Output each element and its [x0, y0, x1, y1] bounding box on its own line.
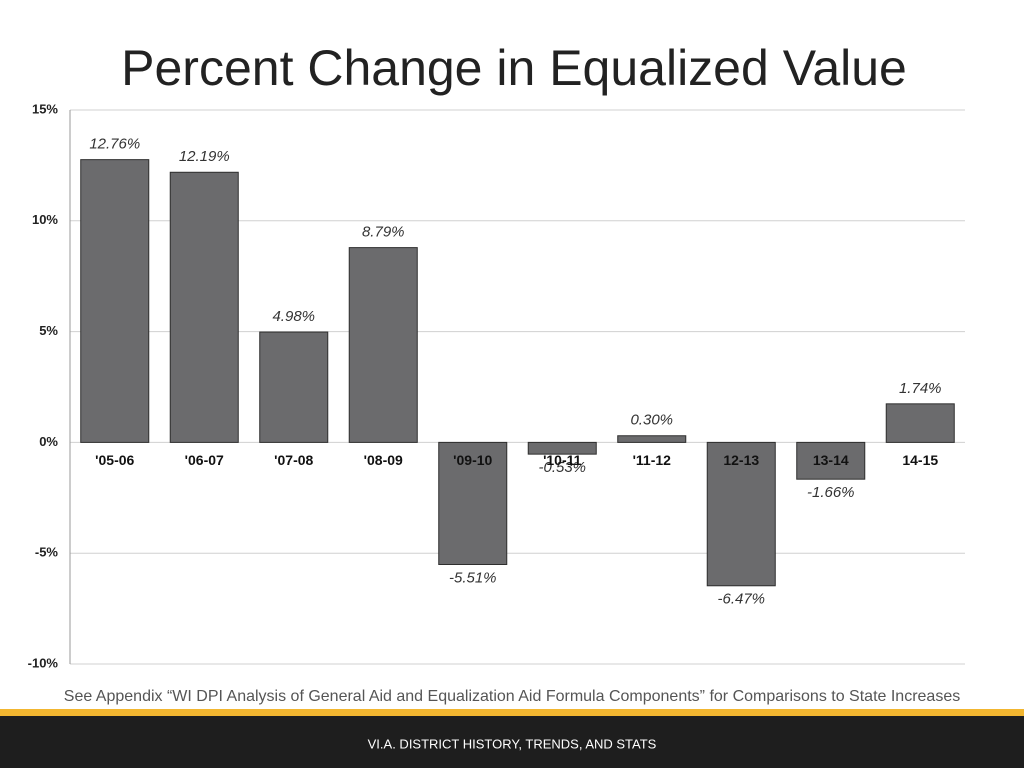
bar: [348, 247, 418, 443]
bar: [438, 441, 508, 566]
footnote: See Appendix “WI DPI Analysis of General…: [64, 688, 960, 705]
y-tick-label: 5%: [39, 323, 58, 338]
bar: [527, 441, 597, 455]
y-tick-label: -10%: [28, 655, 59, 670]
data-label: 0.30%: [630, 412, 673, 429]
y-tick-label: 10%: [32, 212, 58, 227]
data-label: 12.76%: [89, 136, 140, 153]
footer-band: [0, 716, 1024, 768]
y-tick-label: -5%: [35, 545, 59, 560]
x-tick-label: '07-08: [274, 452, 313, 468]
x-tick-label: '11-12: [633, 452, 672, 468]
data-label: 4.98%: [272, 308, 315, 325]
y-tick-label: 0%: [39, 434, 58, 449]
x-tick-label: '06-07: [185, 452, 224, 468]
bar: [885, 403, 955, 443]
data-label: -1.66%: [807, 484, 855, 501]
footer-text: VI.A. DISTRICT HISTORY, TRENDS, AND STAT…: [368, 736, 657, 751]
bar: [617, 435, 687, 443]
y-tick-label: 15%: [32, 101, 58, 116]
accent-stripe: [0, 709, 1024, 716]
bar: [169, 171, 239, 443]
x-tick-label: '08-09: [364, 452, 403, 468]
x-tick-label: 12-13: [723, 452, 759, 468]
data-label: -5.51%: [449, 569, 497, 586]
x-tick-label: '09-10: [453, 452, 492, 468]
chart-title: Percent Change in Equalized Value: [121, 40, 907, 96]
data-label: -0.53%: [538, 459, 586, 476]
bar: [80, 159, 150, 443]
data-label: 8.79%: [362, 224, 405, 241]
bar: [259, 331, 329, 443]
x-tick-label: 13-14: [813, 452, 849, 468]
bar: [706, 441, 776, 587]
bar: [796, 441, 866, 480]
plot: 15% 10% 5% 0% -5% -10% 12.76% 12.19% 4.98% 8.79% -…: [28, 101, 965, 670]
x-tick-label: 14-15: [902, 452, 938, 468]
data-label: 12.19%: [179, 148, 230, 165]
x-tick-label: '05-06: [95, 452, 134, 468]
x-tick-label: '10-11: [543, 452, 582, 468]
data-label: 1.74%: [899, 380, 942, 397]
data-label: -6.47%: [717, 591, 765, 608]
